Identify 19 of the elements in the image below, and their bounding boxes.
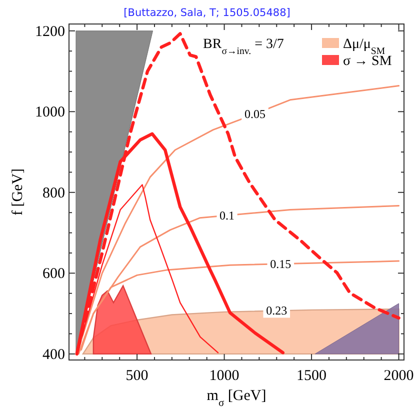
y-tick-label: 1200	[35, 24, 65, 40]
x-tick-label: 500	[126, 368, 148, 384]
y-tick-label: 600	[42, 266, 65, 282]
series-label: 0.05	[244, 106, 266, 121]
x-tick-label: 2000	[384, 368, 414, 384]
y-tick-label: 1000	[35, 104, 65, 121]
series-label: 0.1	[220, 208, 235, 222]
legend-label: Δμ/μ$_{SM}$	[343, 37, 386, 56]
annotation: BR$_{σ→inv.}$ = 3/7	[203, 37, 284, 56]
y-axis-title: f [GeV]	[10, 168, 26, 216]
series-label: 0.15	[270, 256, 292, 271]
annotation: 0.23	[266, 304, 288, 318]
x-tick-label: 1500	[296, 368, 327, 384]
y-tick-label: 400	[42, 346, 65, 363]
x-tick-label: 1000	[209, 368, 240, 384]
legend-label: σ → SM	[343, 54, 392, 69]
y-tick-label: 800	[42, 185, 65, 202]
chart-title: [Buttazzo, Sala, T; 1505.05488]	[124, 7, 290, 19]
x-axis-title: m$_{σ}$ [GeV]	[206, 388, 266, 407]
